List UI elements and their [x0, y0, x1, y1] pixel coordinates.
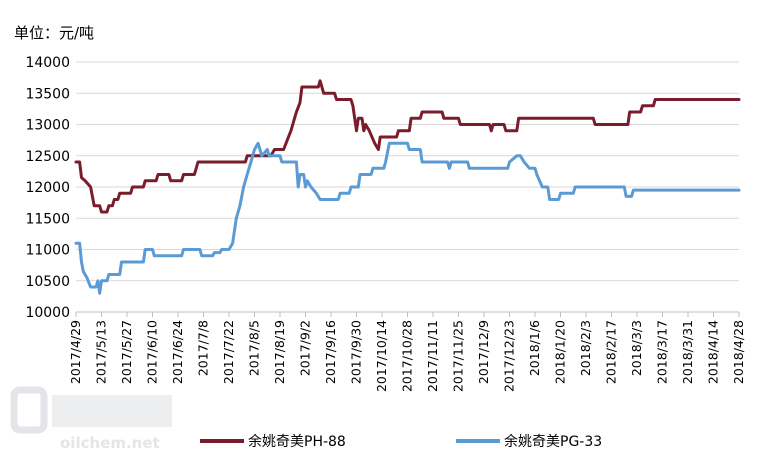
- x-tick-label: 2018/3/31: [680, 320, 695, 384]
- legend-label-pg33: 余姚奇美PG-33: [504, 433, 602, 450]
- x-tick-label: 2017/7/8: [196, 320, 211, 376]
- x-tick-label: 2018/1/6: [527, 320, 542, 376]
- x-tick-label: 2017/10/14: [374, 320, 389, 392]
- watermark-logo-block: [52, 395, 172, 427]
- y-tick-label: 11500: [25, 211, 70, 227]
- x-axis-ticks: 2017/4/29 2017/5/13 2017/5/27 2017/6/10 2017…: [68, 312, 746, 392]
- x-tick-label: 2017/10/28: [400, 320, 415, 392]
- x-tick-label: 2018/4/28: [731, 320, 746, 384]
- x-tick-label: 2018/3/17: [655, 320, 670, 384]
- x-tick-label: 2018/3/3: [629, 320, 644, 376]
- x-tick-label: 2017/5/27: [119, 320, 134, 384]
- y-tick-label: 12000: [25, 180, 70, 196]
- x-tick-label: 2017/8/19: [272, 320, 287, 384]
- unit-label: 单位：元/吨: [14, 24, 94, 42]
- y-tick-label: 12500: [25, 149, 70, 165]
- x-tick-label: 2017/4/29: [68, 320, 83, 384]
- watermark-text: oilchem.net: [60, 434, 160, 452]
- x-tick-label: 2017/12/23: [502, 320, 517, 392]
- y-tick-label: 10500: [25, 274, 70, 290]
- x-tick-label: 2017/5/13: [94, 320, 109, 384]
- legend: 余姚奇美PH-88 余姚奇美PG-33: [200, 433, 602, 450]
- watermark: oilchem.net: [10, 386, 172, 452]
- series-line-ph88: [74, 79, 741, 214]
- y-tick-label: 11000: [25, 243, 70, 259]
- legend-item-pg33: 余姚奇美PG-33: [456, 433, 602, 450]
- y-axis-ticks: 10000 10500 11000 11500 12000 12500 13000 13500…: [25, 55, 70, 321]
- legend-label-ph88: 余姚奇美PH-88: [248, 433, 346, 450]
- series-line-pg33: [74, 141, 741, 295]
- gridlines: [76, 61, 739, 282]
- x-tick-label: 2017/11/11: [425, 320, 440, 392]
- x-tick-label: 2017/9/16: [323, 320, 338, 384]
- x-tick-label: 2017/11/25: [451, 320, 466, 392]
- y-tick-label: 14000: [25, 55, 70, 71]
- y-tick-label: 10000: [25, 305, 70, 321]
- x-tick-label: 2017/9/30: [349, 320, 364, 384]
- x-tick-label: 2017/9/2: [298, 320, 313, 376]
- watermark-logo-mark: [10, 386, 48, 434]
- legend-item-ph88: 余姚奇美PH-88: [200, 433, 346, 450]
- series-lines: [74, 79, 741, 295]
- x-tick-label: 2018/1/20: [553, 320, 568, 384]
- x-tick-label: 2018/2/17: [604, 320, 619, 384]
- x-tick-label: 2017/8/5: [247, 320, 262, 376]
- x-tick-label: 2018/4/14: [706, 320, 721, 384]
- x-tick-label: 2017/6/24: [170, 320, 185, 384]
- y-tick-label: 13000: [25, 118, 70, 134]
- x-tick-label: 2018/2/3: [578, 320, 593, 376]
- x-tick-label: 2017/6/10: [145, 320, 160, 384]
- y-tick-label: 13500: [25, 86, 70, 102]
- x-tick-label: 2017/12/9: [476, 320, 491, 384]
- x-tick-label: 2017/7/22: [221, 320, 236, 384]
